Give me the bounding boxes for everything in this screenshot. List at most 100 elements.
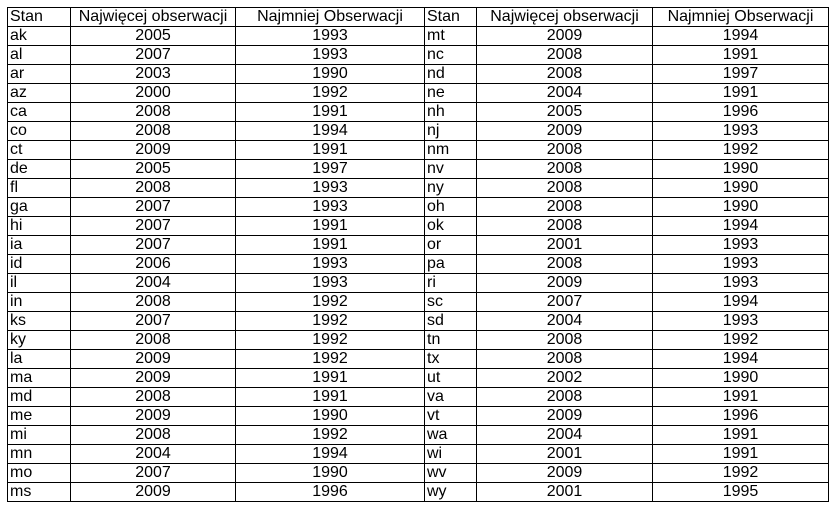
least-observations-cell: 1992 [652,463,829,483]
state-cell: ma [7,368,71,388]
header-cell-most-observations: Najwięcej obserwacji [476,7,653,27]
least-observations-cell: 1993 [652,254,829,274]
state-cell: nv [424,159,477,179]
most-observations-cell: 2005 [476,102,653,122]
table-row: la 2009 1992 tx 2008 1994 [7,349,829,369]
state-cell: va [424,387,477,407]
state-cell: nj [424,121,477,141]
most-observations-cell: 2009 [70,482,236,502]
state-cell: wi [424,444,477,464]
most-observations-cell: 2007 [70,45,236,65]
least-observations-cell: 1993 [652,311,829,331]
most-observations-cell: 2004 [476,425,653,445]
most-observations-cell: 2008 [476,387,653,407]
table-row: ct 2009 1991 nm 2008 1992 [7,140,829,160]
most-observations-cell: 2008 [70,102,236,122]
least-observations-cell: 1990 [235,64,425,84]
most-observations-cell: 2009 [70,140,236,160]
least-observations-cell: 1996 [652,406,829,426]
least-observations-cell: 1991 [235,387,425,407]
state-cell: vt [424,406,477,426]
least-observations-cell: 1993 [235,178,425,198]
most-observations-cell: 2001 [476,482,653,502]
state-cell: id [7,254,71,274]
most-observations-cell: 2007 [476,292,653,312]
table-row: hi 2007 1991 ok 2008 1994 [7,216,829,236]
most-observations-cell: 2005 [70,159,236,179]
least-observations-cell: 1995 [652,482,829,502]
table-row: al 2007 1993 nc 2008 1991 [7,45,829,65]
state-cell: nh [424,102,477,122]
state-cell: sd [424,311,477,331]
state-cell: il [7,273,71,293]
most-observations-cell: 2008 [70,330,236,350]
most-observations-cell: 2003 [70,64,236,84]
most-observations-cell: 2005 [70,26,236,46]
least-observations-cell: 1990 [652,197,829,217]
least-observations-cell: 1990 [652,178,829,198]
most-observations-cell: 2008 [476,254,653,274]
least-observations-cell: 1993 [652,235,829,255]
most-observations-cell: 2008 [476,178,653,198]
header-cell-state: Stan [7,7,71,27]
least-observations-cell: 1993 [652,121,829,141]
least-observations-cell: 1996 [652,102,829,122]
state-cell: sc [424,292,477,312]
least-observations-cell: 1991 [235,368,425,388]
least-observations-cell: 1990 [652,159,829,179]
table-row: mi 2008 1992 wa 2004 1991 [7,425,829,445]
state-cell: mn [7,444,71,464]
state-cell: in [7,292,71,312]
most-observations-cell: 2006 [70,254,236,274]
least-observations-cell: 1996 [235,482,425,502]
least-observations-cell: 1994 [235,121,425,141]
most-observations-cell: 2008 [476,140,653,160]
state-cell: ky [7,330,71,350]
state-cell: la [7,349,71,369]
most-observations-cell: 2008 [476,159,653,179]
least-observations-cell: 1991 [652,425,829,445]
most-observations-cell: 2009 [70,406,236,426]
most-observations-cell: 2008 [70,178,236,198]
most-observations-cell: 2009 [476,406,653,426]
most-observations-cell: 2001 [476,444,653,464]
header-cell-most-observations: Najwięcej obserwacji [70,7,236,27]
state-cell: mt [424,26,477,46]
state-cell: ne [424,83,477,103]
most-observations-cell: 2007 [70,235,236,255]
least-observations-cell: 1991 [652,45,829,65]
least-observations-cell: 1992 [652,330,829,350]
table-row: ma 2009 1991 ut 2002 1990 [7,368,829,388]
least-observations-cell: 1992 [235,349,425,369]
state-cell: ga [7,197,71,217]
most-observations-cell: 2001 [476,235,653,255]
most-observations-cell: 2009 [476,273,653,293]
least-observations-cell: 1994 [235,444,425,464]
least-observations-cell: 1994 [652,292,829,312]
most-observations-cell: 2007 [70,311,236,331]
table-row: de 2005 1997 nv 2008 1990 [7,159,829,179]
least-observations-cell: 1991 [652,387,829,407]
most-observations-cell: 2008 [70,387,236,407]
least-observations-cell: 1997 [652,64,829,84]
state-cell: ar [7,64,71,84]
state-cell: nm [424,140,477,160]
table-row: md 2008 1991 va 2008 1991 [7,387,829,407]
state-cell: mo [7,463,71,483]
state-cell: or [424,235,477,255]
least-observations-cell: 1993 [235,26,425,46]
most-observations-cell: 2009 [476,26,653,46]
state-cell: az [7,83,71,103]
most-observations-cell: 2007 [70,216,236,236]
state-cell: wa [424,425,477,445]
least-observations-cell: 1991 [652,83,829,103]
table-row: mo 2007 1990 wv 2009 1992 [7,463,829,483]
most-observations-cell: 2008 [476,197,653,217]
most-observations-cell: 2004 [70,444,236,464]
state-cell: pa [424,254,477,274]
least-observations-cell: 1993 [235,254,425,274]
state-cell: fl [7,178,71,198]
least-observations-cell: 1990 [652,368,829,388]
table-row: me 2009 1990 vt 2009 1996 [7,406,829,426]
